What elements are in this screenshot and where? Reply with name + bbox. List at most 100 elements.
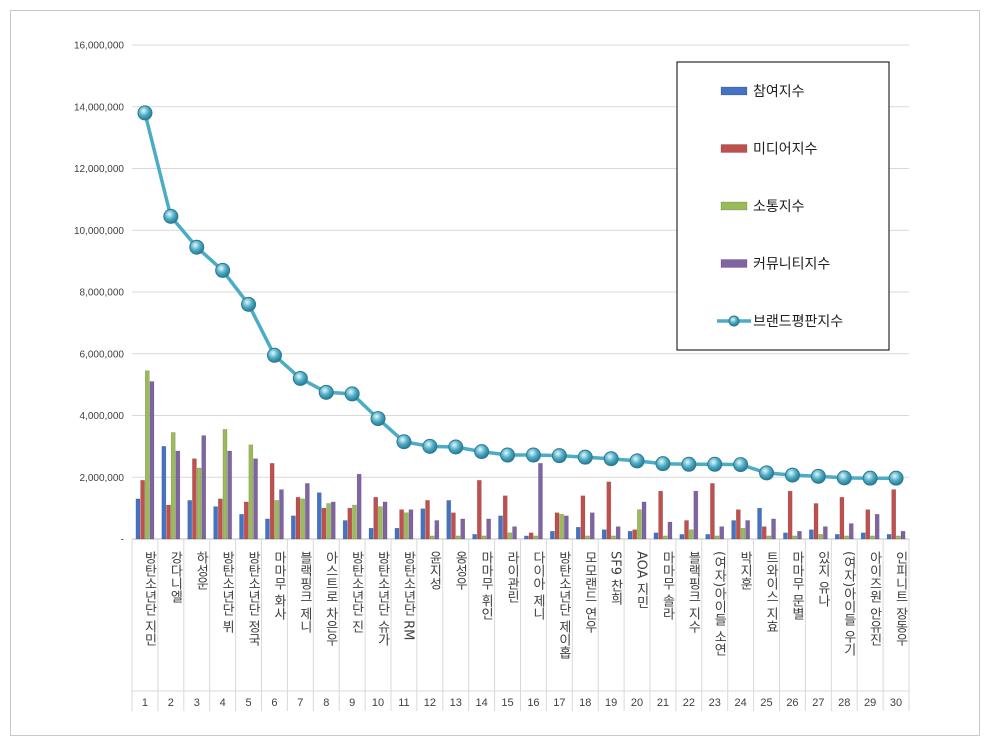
bar-1-4 — [213, 506, 218, 540]
category-rank-label: 17 — [553, 697, 565, 709]
bar-4-29 — [874, 514, 880, 540]
category-name-label: SF9 찬희 — [608, 551, 623, 606]
y-tick-label: 14,000,000 — [74, 102, 124, 113]
category-rank-label: 23 — [709, 697, 721, 709]
legend-swatch-2 — [720, 144, 748, 153]
bar-2-5 — [243, 501, 249, 540]
y-tick-label: 8,000,000 — [80, 288, 125, 299]
bar-2-7 — [295, 497, 301, 540]
category-rank-label: 30 — [890, 697, 902, 709]
bar-1-30 — [886, 534, 892, 540]
category-rank-label: 5 — [245, 697, 251, 709]
bar-4-28 — [848, 523, 854, 540]
bar-2-18 — [580, 495, 586, 540]
category-name-label: 트와이스 지효 — [763, 551, 778, 633]
category-name-label: 박지훈 — [737, 551, 752, 590]
category-rank-label: 27 — [812, 697, 824, 709]
category-name-label: 방탄소년단 진 — [349, 551, 364, 634]
bar-2-8 — [321, 507, 327, 540]
bar-3-7 — [300, 498, 305, 540]
bar-1-25 — [757, 507, 762, 540]
legend-label-5: 브랜드평판지수 — [753, 314, 843, 330]
category-name-label: (여자)아이들 우기 — [841, 551, 856, 657]
line-point-26 — [784, 467, 800, 483]
legend-box — [676, 61, 890, 351]
bar-1-27 — [809, 529, 814, 540]
line-point-5 — [241, 296, 257, 312]
line-point-29 — [862, 470, 878, 486]
bar-2-9 — [347, 507, 353, 540]
category-name-label: 블랙핑크 지수 — [685, 551, 700, 634]
line-point-24 — [733, 457, 749, 473]
bar-3-12 — [429, 535, 435, 540]
bar-1-10 — [368, 527, 374, 540]
category-rank-label: 20 — [631, 697, 643, 709]
category-rank-label: 8 — [323, 697, 329, 709]
category-rank-label: 13 — [450, 697, 462, 709]
bar-4-20 — [641, 501, 647, 540]
bar-4-1 — [149, 381, 155, 540]
category-rank-label: 16 — [527, 697, 539, 709]
bar-4-18 — [589, 512, 595, 540]
category-name-label: 하성운 — [193, 551, 208, 590]
category-name-label: 다이아 제니 — [530, 551, 545, 621]
bar-3-20 — [637, 509, 642, 540]
bar-2-3 — [192, 458, 197, 540]
line-point-7 — [292, 370, 308, 386]
category-name-label: 아스트로 차은우 — [323, 551, 338, 647]
bar-3-23 — [714, 535, 720, 540]
bar-3-24 — [740, 527, 746, 540]
line-point-22 — [681, 456, 697, 472]
bar-3-17 — [559, 514, 564, 540]
category-rank-label: 6 — [271, 697, 277, 709]
bar-2-29 — [865, 509, 871, 540]
category-name-label: 아이즈원 안유진 — [867, 551, 882, 647]
bar-1-13 — [446, 500, 452, 540]
category-name-label: 윤지성 — [426, 551, 441, 590]
bar-1-26 — [783, 532, 788, 540]
line-point-3 — [189, 239, 205, 255]
bar-4-27 — [823, 526, 828, 540]
category-rank-label: 4 — [220, 697, 226, 709]
bar-4-11 — [408, 509, 414, 540]
y-tick-label: 16,000,000 — [74, 41, 124, 52]
category-name-label: (여자)아이들 소연 — [711, 551, 726, 657]
bar-4-25 — [771, 518, 776, 540]
bar-2-27 — [813, 503, 819, 540]
category-rank-label: 9 — [349, 697, 355, 709]
category-rank-label: 2 — [168, 697, 174, 709]
bar-2-24 — [736, 509, 741, 540]
category-rank-label: 3 — [194, 697, 200, 709]
category-name-label: 라이관린 — [504, 551, 519, 603]
bar-4-2 — [175, 450, 181, 540]
bar-3-16 — [533, 535, 539, 540]
bar-4-4 — [227, 450, 232, 540]
category-rank-label: 24 — [735, 697, 747, 709]
y-tick-label: - — [121, 535, 124, 546]
bar-1-11 — [394, 527, 400, 540]
bar-2-11 — [399, 509, 404, 540]
bar-4-30 — [900, 531, 906, 540]
category-rank-label: 14 — [476, 697, 488, 709]
line-point-11 — [396, 434, 412, 450]
bar-3-4 — [222, 429, 228, 540]
bar-3-13 — [455, 535, 461, 540]
line-point-20 — [629, 453, 645, 469]
bar-1-16 — [524, 535, 529, 540]
bar-1-15 — [498, 515, 503, 540]
bar-3-30 — [896, 535, 901, 540]
category-name-label: 마마무 휘인 — [478, 551, 493, 621]
bar-2-15 — [502, 495, 508, 540]
bar-3-21 — [663, 535, 668, 540]
line-point-15 — [500, 447, 516, 463]
category-rank-label: 15 — [501, 697, 513, 709]
category-name-label: 강다니엘 — [167, 551, 182, 603]
bar-4-16 — [538, 463, 543, 540]
bar-1-8 — [316, 492, 322, 540]
category-rank-label: 19 — [605, 697, 617, 709]
y-tick-label: 6,000,000 — [80, 349, 125, 360]
bar-2-22 — [684, 520, 689, 540]
line-point-30 — [888, 470, 904, 486]
line-point-25 — [759, 465, 775, 481]
bar-2-17 — [554, 512, 560, 540]
